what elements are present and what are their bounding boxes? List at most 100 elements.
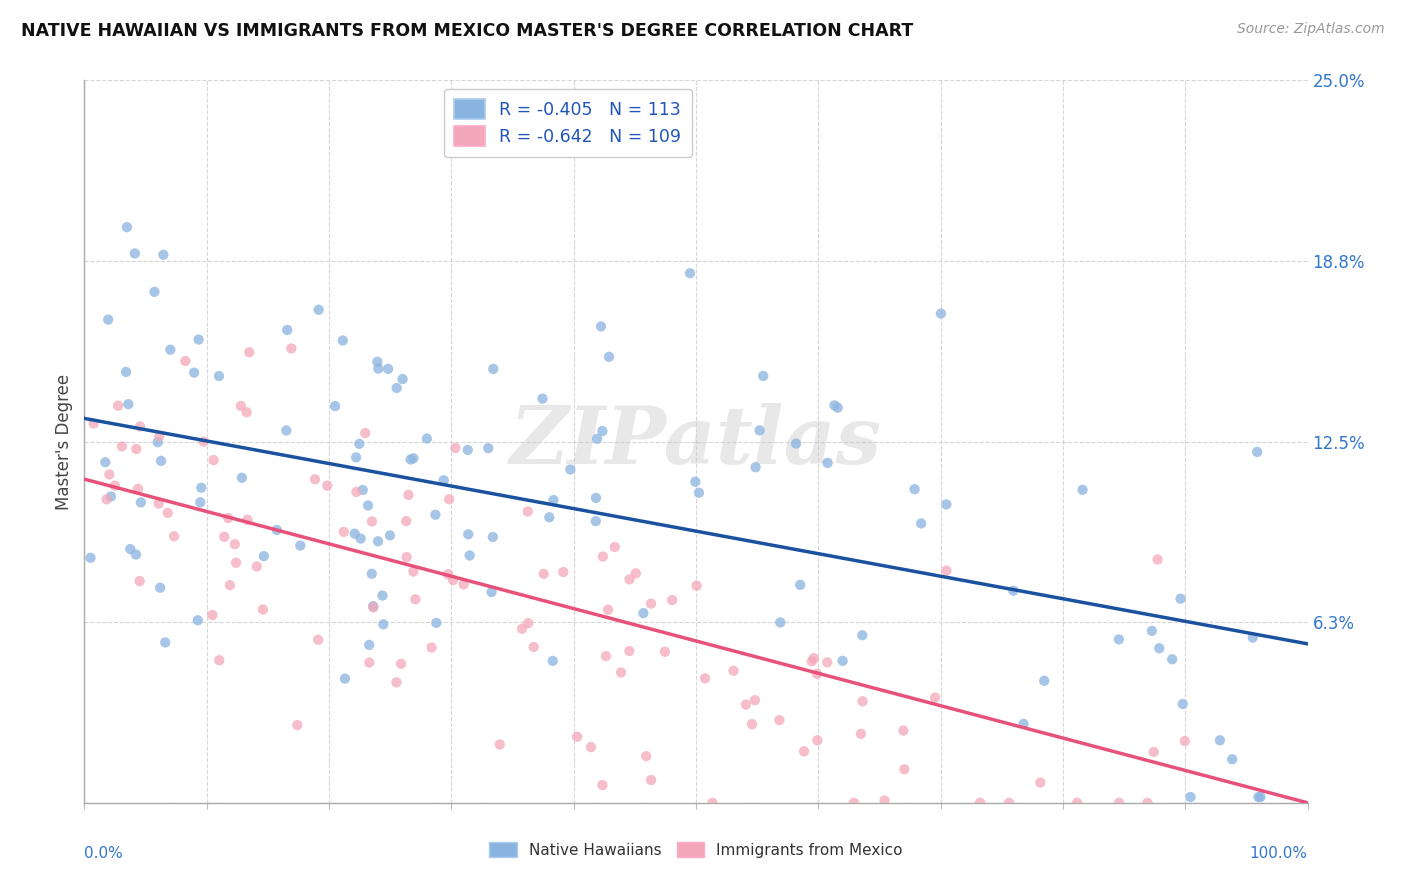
Point	[349, 437, 371, 451]
Point	[389, 657, 412, 671]
Point	[367, 361, 389, 376]
Point	[125, 548, 148, 562]
Point	[624, 566, 647, 581]
Point	[124, 246, 146, 260]
Point	[849, 727, 872, 741]
Point	[367, 534, 389, 549]
Point	[1241, 631, 1264, 645]
Point	[744, 693, 766, 707]
Point	[1209, 733, 1232, 747]
Point	[969, 796, 991, 810]
Point	[929, 307, 952, 321]
Point	[817, 456, 839, 470]
Point	[533, 566, 555, 581]
Point	[1220, 752, 1243, 766]
Point	[373, 617, 395, 632]
Point	[276, 424, 298, 438]
Point	[378, 528, 401, 542]
Point	[935, 564, 957, 578]
Point	[444, 441, 467, 455]
Point	[541, 654, 564, 668]
Text: 0.0%: 0.0%	[84, 847, 124, 861]
Point	[214, 530, 236, 544]
Point	[1180, 790, 1202, 805]
Point	[1250, 790, 1272, 805]
Point	[129, 495, 152, 509]
Point	[238, 345, 260, 359]
Point	[96, 492, 118, 507]
Point	[333, 672, 356, 686]
Point	[235, 405, 257, 419]
Text: ZIPatlas: ZIPatlas	[510, 403, 882, 480]
Point	[935, 497, 957, 511]
Text: 100.0%: 100.0%	[1250, 847, 1308, 861]
Point	[217, 511, 239, 525]
Point	[768, 713, 790, 727]
Point	[156, 506, 179, 520]
Point	[188, 495, 211, 509]
Point	[1143, 745, 1166, 759]
Point	[1149, 641, 1171, 656]
Point	[904, 482, 927, 496]
Point	[815, 656, 838, 670]
Point	[359, 656, 381, 670]
Point	[585, 491, 607, 505]
Point	[323, 399, 346, 413]
Point	[377, 361, 399, 376]
Point	[1033, 673, 1056, 688]
Point	[395, 514, 418, 528]
Point	[371, 589, 394, 603]
Point	[190, 481, 212, 495]
Point	[458, 549, 481, 563]
Point	[127, 482, 149, 496]
Point	[149, 581, 172, 595]
Point	[425, 615, 447, 630]
Point	[425, 508, 447, 522]
Point	[120, 542, 142, 557]
Point	[636, 749, 658, 764]
Point	[316, 478, 339, 492]
Point	[193, 434, 215, 449]
Point	[1136, 796, 1159, 810]
Point	[824, 398, 846, 412]
Point	[685, 475, 707, 489]
Point	[924, 690, 946, 705]
Point	[806, 666, 828, 681]
Point	[304, 472, 326, 486]
Point	[361, 515, 384, 529]
Point	[344, 485, 367, 500]
Point	[806, 733, 828, 747]
Point	[402, 565, 425, 579]
Point	[202, 453, 225, 467]
Point	[152, 248, 174, 262]
Point	[598, 350, 620, 364]
Point	[344, 450, 367, 465]
Point	[125, 442, 148, 456]
Point	[208, 653, 231, 667]
Point	[538, 510, 561, 524]
Point	[174, 354, 197, 368]
Point	[891, 723, 914, 738]
Point	[1012, 717, 1035, 731]
Point	[117, 397, 139, 411]
Point	[693, 671, 716, 685]
Point	[391, 372, 413, 386]
Point	[1146, 552, 1168, 566]
Point	[143, 285, 166, 299]
Point	[744, 460, 766, 475]
Point	[332, 334, 354, 348]
Point	[187, 333, 209, 347]
Point	[482, 530, 505, 544]
Point	[236, 513, 259, 527]
Point	[702, 796, 724, 810]
Point	[591, 778, 613, 792]
Point	[633, 606, 655, 620]
Point	[402, 451, 425, 466]
Point	[129, 419, 152, 434]
Point	[253, 549, 276, 564]
Point	[1170, 591, 1192, 606]
Point	[219, 578, 242, 592]
Point	[159, 343, 181, 357]
Point	[208, 369, 231, 384]
Point	[827, 401, 849, 415]
